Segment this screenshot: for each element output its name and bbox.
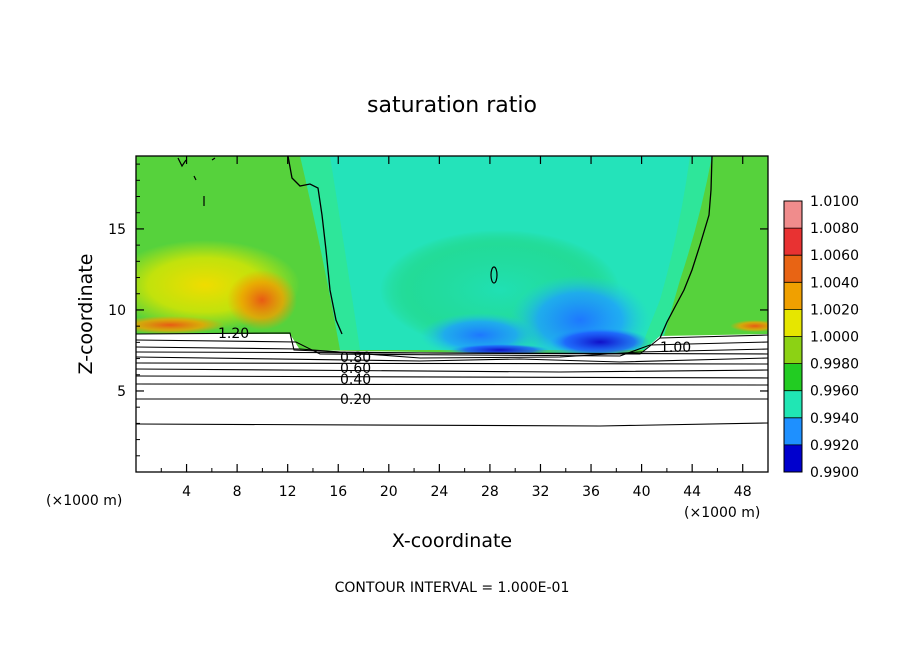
colorbar-label: 1.0040 — [810, 275, 859, 291]
x-tick-label: 20 — [380, 484, 398, 500]
colorbar-label: 1.0000 — [810, 330, 859, 346]
y-tick-label: 10 — [108, 303, 126, 319]
field-orange-strip — [136, 316, 225, 334]
contour-interval-note: CONTOUR INTERVAL = 1.000E-01 — [335, 580, 570, 596]
x-unit-label: (×1000 m) — [684, 505, 760, 521]
colorbar-segment — [784, 363, 802, 391]
x-axis-label: X-coordinate — [392, 530, 512, 552]
lower-contours — [136, 332, 768, 427]
colorbar-segment — [784, 282, 802, 310]
colorbar-label: 1.0100 — [810, 194, 859, 210]
contour-label: 0.80 — [340, 350, 371, 366]
contour-small-loop — [490, 266, 498, 284]
colorbar-segment — [784, 417, 802, 445]
colorbar-label: 0.9960 — [810, 384, 859, 400]
colorbar-segment — [784, 390, 802, 418]
y-tick-label: 15 — [108, 222, 126, 238]
x-tick-label: 32 — [532, 484, 550, 500]
colorbar-label: 1.0060 — [810, 248, 859, 264]
colorbar — [783, 200, 803, 473]
chart-title: saturation ratio — [367, 93, 537, 118]
x-tick-label: 24 — [430, 484, 448, 500]
contour-label: 0.20 — [340, 392, 371, 408]
colorbar-segment — [784, 444, 802, 472]
colorbar-segment — [784, 228, 802, 256]
field-lower-region — [136, 334, 768, 472]
colorbar-label: 0.9920 — [810, 438, 859, 454]
contour-labels: 1.20 1.00 0.80 0.60 0.40 0.20 — [218, 326, 691, 408]
contour-label: 0.60 — [340, 361, 371, 377]
x-tick-label: 4 — [182, 484, 191, 500]
colorbar-label: 0.9900 — [810, 465, 859, 481]
colorbar-labels: 1.0100 1.0080 1.0060 1.0040 1.0020 1.0000 0.99… — [810, 194, 859, 481]
x-tick-label: 36 — [582, 484, 600, 500]
contour-top-bits — [177, 157, 216, 206]
field-orange-patch — [227, 270, 297, 330]
colorbar-segment — [784, 309, 802, 337]
colorbar-segment — [784, 255, 802, 283]
y-axis-label: Z-coordinate — [75, 254, 97, 375]
x-axis: 4 8 12 16 20 24 28 32 36 40 44 48 — [160, 156, 752, 500]
x-tick-label: 48 — [734, 484, 752, 500]
x-tick-label: 28 — [481, 484, 499, 500]
contour-label: 1.20 — [218, 326, 249, 342]
y-unit-label: (×1000 m) — [46, 493, 122, 509]
colorbar-label: 0.9980 — [810, 357, 859, 373]
field-darkblue-core — [550, 328, 650, 356]
y-tick-label: 5 — [117, 384, 126, 400]
contour-label: 1.00 — [660, 340, 691, 356]
contour-saturation-line-right — [659, 156, 713, 339]
colorbar-label: 1.0080 — [810, 221, 859, 237]
y-axis: 5 10 15 — [108, 163, 768, 457]
x-tick-label: 40 — [633, 484, 651, 500]
colorbar-label: 1.0020 — [810, 302, 859, 318]
x-tick-label: 16 — [329, 484, 347, 500]
colorbar-label: 0.9940 — [810, 411, 859, 427]
plot-frame — [135, 155, 769, 473]
x-tick-label: 44 — [683, 484, 701, 500]
colorbar-segment — [784, 336, 802, 364]
contour-saturation-line — [287, 156, 343, 335]
x-tick-label: 12 — [279, 484, 297, 500]
x-tick-label: 8 — [233, 484, 242, 500]
contour-label: 0.40 — [340, 372, 371, 388]
field-orange-strip-right — [730, 320, 768, 332]
colorbar-segment — [784, 201, 802, 229]
plot-area — [136, 156, 768, 472]
